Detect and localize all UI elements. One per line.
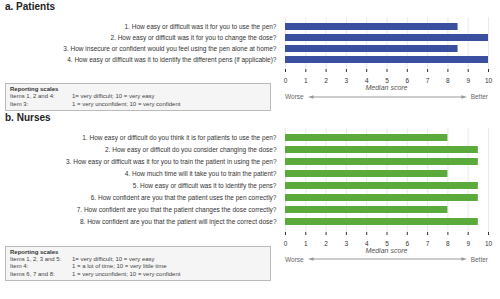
html-text:1= very difficult; 10 = very e: 1= very difficult; 10 = very easy: [72, 256, 155, 263]
svg-text:6: 6: [405, 240, 409, 246]
svg-text:10: 10: [485, 240, 493, 246]
svg-text:1. How easy or difficult do yo: 1. How easy or difficult do you think it…: [82, 134, 277, 142]
svg-text:2: 2: [324, 240, 328, 246]
html-text:Better: Better: [470, 93, 488, 100]
svg-text:5: 5: [385, 77, 389, 83]
svg-text:8: 8: [446, 77, 450, 83]
html-text:1 = very unconfident; 10 = ver: 1 = very unconfident; 10 = very confiden…: [72, 100, 181, 107]
html-text:a. Patients: a. Patients: [5, 1, 55, 12]
svg-text:3. How insecure or confident w: 3. How insecure or confident would you f…: [63, 45, 277, 53]
svg-text:1. How easy or difficult was i: 1. How easy or difficult was it for you …: [125, 23, 277, 31]
svg-text:4. How much time will it take: 4. How much time will it take you to tra…: [125, 170, 277, 178]
svg-text:3: 3: [345, 240, 349, 246]
svg-text:2. How easy or difficult do yo: 2. How easy or difficult do you consider…: [105, 146, 277, 154]
svg-text:3. How easy or difficult was i: 3. How easy or difficult was it for you …: [66, 158, 277, 166]
svg-text:8: 8: [446, 240, 450, 246]
svg-text:2: 2: [324, 77, 328, 83]
svg-text:7. How confident are you that: 7. How confident are you that the patien…: [77, 206, 277, 214]
svg-text:7: 7: [426, 240, 430, 246]
html-text:b. Nurses: b. Nurses: [5, 111, 51, 123]
html-text:Reporting scales: Reporting scales: [10, 248, 59, 255]
svg-text:2. How easy or difficult was i: 2. How easy or difficult was it for you …: [110, 34, 276, 42]
svg-text:6: 6: [405, 77, 409, 83]
html-text:Better: Better: [470, 255, 488, 263]
html-text:1 = a lot of time; 10 = very l: 1 = a lot of time; 10 = very little time: [72, 263, 167, 270]
svg-text:3: 3: [345, 77, 349, 83]
svg-text:10: 10: [485, 77, 493, 83]
html-text:Item 4:: Item 4:: [10, 263, 29, 270]
html-text:1 = very unconfident; 10 = ver: 1 = very unconfident; 10 = very confiden…: [72, 270, 181, 277]
svg-text:4: 4: [365, 240, 369, 246]
svg-text:4: 4: [365, 77, 369, 83]
html-text:Median score: Median score: [365, 84, 408, 91]
html-text:1= very difficult; 10 = very e: 1= very difficult; 10 = very easy: [72, 93, 155, 100]
svg-text:7: 7: [426, 77, 430, 83]
html-text:Item 3:: Item 3:: [10, 100, 29, 107]
svg-text:5: 5: [385, 240, 389, 246]
svg-text:5. How easy or difficult was i: 5. How easy or difficult was it to ident…: [133, 182, 277, 190]
html-text:Median score: Median score: [365, 246, 408, 254]
svg-text:6. How confident are you that: 6. How confident are you that the patien…: [91, 194, 277, 202]
svg-text:0: 0: [284, 77, 288, 83]
html-text:Worse: Worse: [285, 93, 304, 100]
html-text:Items 1, 2, 3 and 5:: Items 1, 2, 3 and 5:: [10, 256, 62, 263]
svg-text:1: 1: [304, 77, 308, 83]
svg-text:0: 0: [284, 240, 288, 246]
svg-text:1: 1: [304, 240, 308, 246]
svg-text:8. How confident are you that: 8. How confident are you that the patien…: [80, 218, 277, 226]
svg-text:9: 9: [466, 77, 470, 83]
html-text:Items 1, 2 and 4:: Items 1, 2 and 4:: [10, 93, 55, 100]
html-text:Worse: Worse: [285, 255, 304, 263]
svg-text:4. How easy or difficult was i: 4. How easy or difficult was it to ident…: [67, 56, 277, 64]
html-text:Reporting scales: Reporting scales: [10, 86, 59, 92]
html-text:Items 6, 7 and 8:: Items 6, 7 and 8:: [10, 270, 55, 277]
svg-text:9: 9: [466, 240, 470, 246]
